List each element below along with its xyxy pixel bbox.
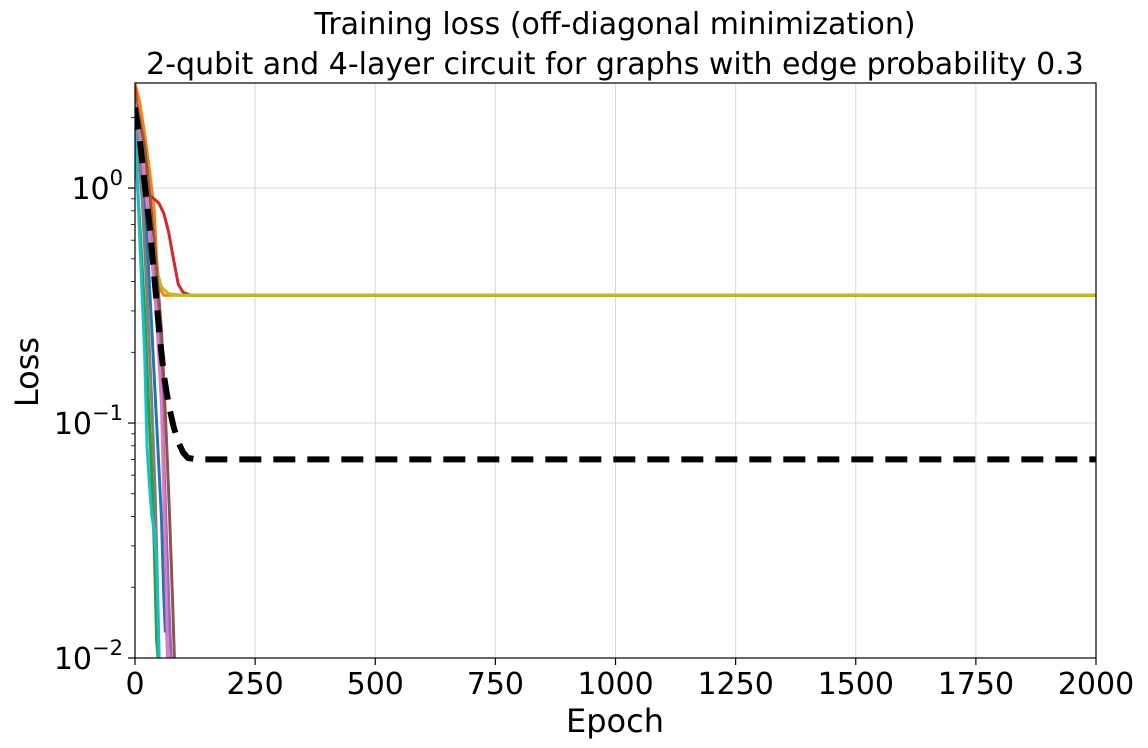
x-tick-label: 1000 (577, 667, 653, 702)
x-tick-label: 2000 (1058, 667, 1134, 702)
x-tick-label: 250 (226, 667, 283, 702)
x-tick-label: 1250 (697, 667, 773, 702)
y-tick-label: 10−1 (54, 401, 123, 442)
x-tick-label: 1750 (938, 667, 1014, 702)
x-axis-ticks: 0 250 500 750 1000 1250 1500 1750 2000 (125, 658, 1134, 702)
x-tick-label: 1500 (818, 667, 894, 702)
series-line-1 (135, 83, 1096, 297)
series-layer (135, 83, 1096, 658)
x-tick-label: 500 (347, 667, 404, 702)
y-axis-label: Loss (8, 337, 46, 407)
chart-subtitle: 2-qubit and 4-layer circuit for graphs w… (146, 47, 1084, 82)
y-axis-ticks: 10−2 10−1 100 (54, 116, 135, 677)
y-tick-label: 100 (71, 166, 123, 207)
x-tick-label: 750 (467, 667, 524, 702)
series-line-10 (135, 122, 161, 658)
series-line-11 (135, 107, 1096, 463)
y-tick-label: 10−2 (54, 636, 123, 677)
grid-lines (134, 83, 1097, 659)
x-tick-label: 0 (125, 667, 144, 702)
x-axis-label: Epoch (566, 702, 664, 740)
chart-title: Training loss (off-diagonal minimization… (313, 7, 915, 42)
